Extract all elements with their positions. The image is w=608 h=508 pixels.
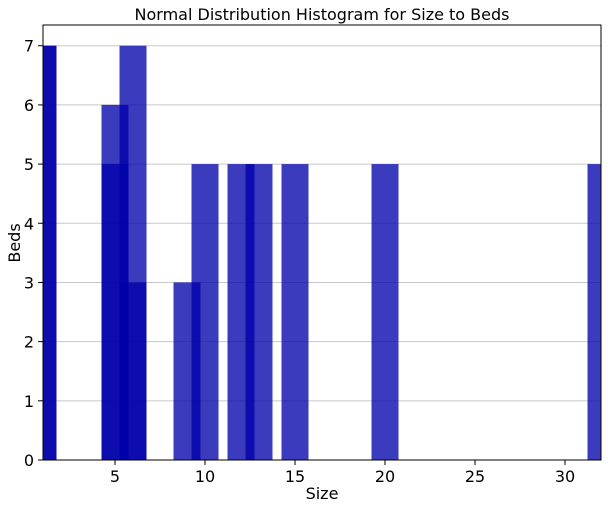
bar-12: [587, 164, 601, 460]
x-tick-label-15: 15: [285, 467, 305, 486]
x-tick-label-20: 20: [375, 467, 395, 486]
bar-10: [281, 164, 309, 460]
y-tick-label-7: 7: [24, 37, 34, 56]
y-tick-label-5: 5: [24, 155, 34, 174]
x-tick-label-5: 5: [110, 467, 120, 486]
y-tick-label-6: 6: [24, 96, 34, 115]
y-tick-label-2: 2: [24, 333, 34, 352]
bars: [43, 45, 601, 460]
x-tick-label-25: 25: [465, 467, 485, 486]
y-tick-label-1: 1: [24, 392, 34, 411]
y-axis-label: Beds: [5, 223, 24, 262]
bar-9: [245, 164, 273, 460]
axes: 5 10 15 20 25 30 0 1 2 3 4 5 6 7: [24, 24, 602, 486]
x-axis-label: Size: [306, 484, 339, 503]
bar-1: [43, 45, 57, 460]
plot-frame: [42, 24, 602, 461]
bar-7: [191, 164, 219, 460]
y-tick-label-3: 3: [24, 273, 34, 292]
chart-title: Normal Distribution Histogram for Size t…: [135, 5, 510, 24]
bar-11: [371, 164, 399, 460]
x-tick-label-10: 10: [195, 467, 215, 486]
x-tick-label-30: 30: [555, 467, 575, 486]
bar-5: [119, 282, 147, 460]
y-tick-label-0: 0: [24, 451, 34, 470]
y-tick-label-4: 4: [24, 214, 34, 233]
